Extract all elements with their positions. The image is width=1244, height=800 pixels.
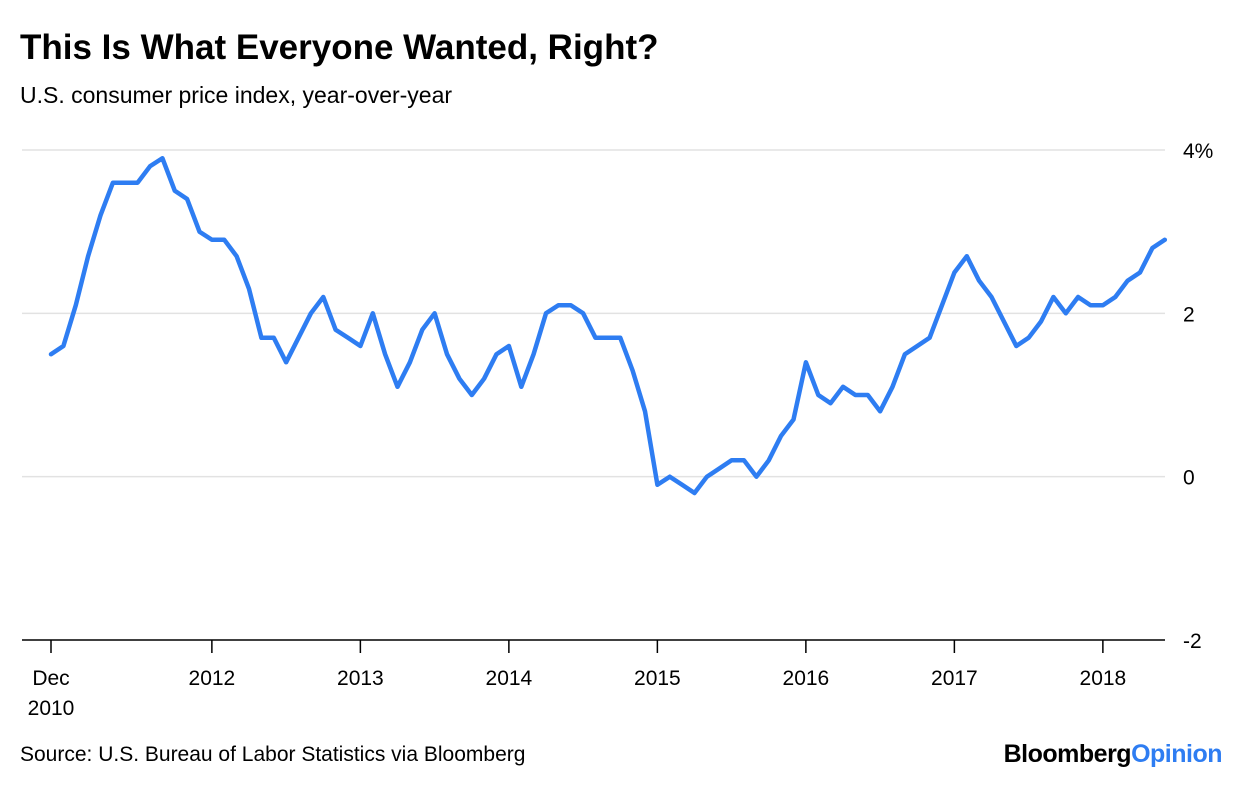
logo-bloomberg-text: Bloomberg	[1003, 740, 1132, 768]
x-tick-label: 2016	[783, 667, 830, 690]
source-note: Source: U.S. Bureau of Labor Statistics …	[20, 743, 526, 766]
chart-subtitle: U.S. consumer price index, year-over-yea…	[20, 82, 453, 108]
logo-opinion-text: Opinion	[1131, 740, 1222, 768]
x-tick-label: 2017	[931, 667, 978, 690]
x-tick-label: 2013	[337, 667, 384, 690]
x-tick-label: 2012	[189, 667, 236, 690]
chart-title: This Is What Everyone Wanted, Right?	[20, 28, 659, 67]
cpi-series-line	[48, 155, 1168, 496]
x-tick-label: 2010	[28, 697, 75, 720]
y-tick-label: 0	[1183, 467, 1195, 490]
y-tick-label: -2	[1183, 630, 1202, 653]
bloomberg-opinion-logo: BloombergOpinion	[1003, 740, 1223, 769]
y-tick-label: 2	[1183, 303, 1195, 326]
x-tick-label: 2015	[634, 667, 681, 690]
x-tick-label: 2014	[486, 667, 533, 690]
x-tick-label: Dec	[32, 667, 69, 690]
x-tick-label: 2018	[1080, 667, 1127, 690]
y-tick-label: 4%	[1183, 140, 1213, 163]
